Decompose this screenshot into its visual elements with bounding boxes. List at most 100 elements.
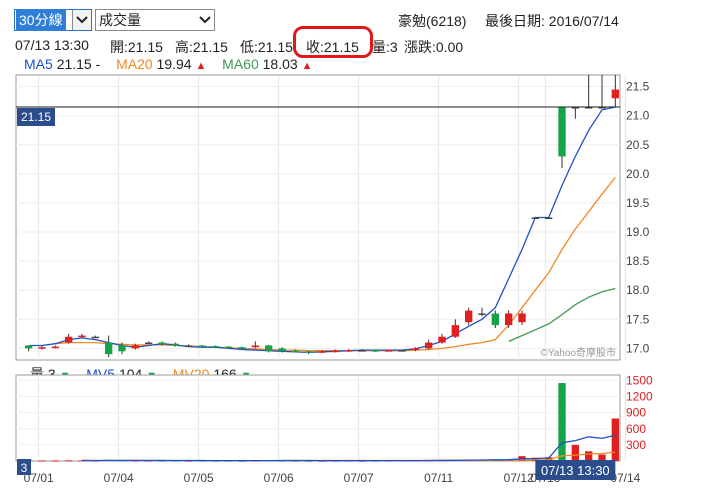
x-tick-label: 07/06	[264, 471, 294, 485]
volume-tick-label: 300	[626, 438, 646, 452]
quote-open: 開:21.15	[110, 39, 163, 55]
candle-body	[305, 351, 313, 353]
candle-body	[38, 347, 46, 349]
chevron-down-icon[interactable]	[196, 10, 214, 30]
volume-bar	[611, 418, 619, 461]
candle-body	[318, 351, 326, 353]
candle-body	[571, 106, 579, 109]
price-plot-frame	[15, 74, 621, 361]
volume-tick-label: 900	[626, 406, 646, 420]
x-tick-label: 07/14	[610, 471, 640, 485]
quote-time: 07/13 13:30	[15, 37, 89, 53]
candle-body	[411, 348, 419, 351]
candle-body	[371, 350, 379, 352]
candle-body	[291, 350, 299, 353]
mv5-line	[81, 434, 616, 462]
price-tick-label: 21.0	[626, 109, 650, 123]
price-tick-label: 21.5	[626, 80, 650, 94]
candle-body	[91, 336, 99, 339]
quote-volume: 量:3	[372, 39, 398, 55]
candle-body	[65, 336, 73, 343]
candle-body	[78, 335, 86, 338]
x-tick-label: 07/04	[104, 471, 134, 485]
volume-bar	[558, 383, 566, 461]
volume-bar	[598, 454, 606, 461]
volume-plot-frame	[15, 374, 621, 462]
x-tick-label: 07/11	[424, 471, 453, 485]
price-tick-label: 18.0	[626, 283, 650, 297]
ma60-line	[508, 287, 616, 342]
candle-body	[105, 342, 113, 355]
ma60-value: 18.03	[262, 56, 298, 72]
quote-low: 低:21.15	[240, 39, 293, 55]
candle-body	[451, 325, 459, 337]
x-tick-label: 07/12	[504, 471, 534, 485]
candle-body	[238, 347, 246, 349]
volume-bar	[158, 460, 166, 462]
volume-bar	[585, 451, 593, 461]
price-tick-label: 19.5	[626, 196, 650, 210]
candle-body	[145, 342, 153, 345]
candle-body	[118, 345, 126, 352]
volume-bar	[51, 460, 59, 462]
quote-change: 漲跌:0.00	[404, 39, 464, 55]
price-tick-label: 17.0	[626, 341, 650, 355]
x-tick-label: 07/05	[184, 471, 214, 485]
candle-body	[25, 345, 33, 349]
volume-bar	[291, 460, 299, 462]
volume-bar	[38, 460, 46, 462]
candle-body	[251, 345, 259, 348]
candle-body	[198, 345, 206, 347]
volume-tick-label: 1500	[626, 373, 653, 387]
candle-body	[491, 313, 499, 326]
candle-body	[278, 348, 286, 352]
candle-body	[598, 106, 606, 109]
volume-bar	[305, 460, 313, 462]
candle-body	[465, 310, 473, 323]
candle-body	[531, 217, 539, 219]
ma20-value: 19.94	[156, 56, 192, 72]
x-tick-label: 07/07	[344, 471, 374, 485]
candle-body	[518, 313, 526, 323]
candle-body	[158, 342, 166, 345]
ma5-mark: -	[95, 56, 101, 72]
volume-bar	[571, 444, 579, 461]
volume-tick-label: 600	[626, 422, 646, 436]
candle-body	[385, 350, 393, 352]
candle-body	[585, 106, 593, 109]
candle-body	[131, 345, 139, 349]
candle-body	[211, 346, 219, 348]
indicator-select[interactable]: 成交量	[95, 9, 215, 31]
ma5-value: 21.15	[56, 56, 92, 72]
candle-body	[545, 217, 553, 219]
price-tick-label: 17.5	[626, 312, 650, 326]
ma-legend: MA5 21.15 - MA20 19.94 ▲ MA60 18.03 ▲	[24, 56, 312, 72]
quote-close: 收:21.15	[306, 39, 359, 55]
candle-body	[358, 350, 366, 352]
price-tag-label: 21.15	[21, 110, 51, 124]
chevron-down-icon[interactable]	[72, 10, 91, 30]
close-highlight-box	[293, 26, 373, 58]
candle-body	[438, 336, 446, 343]
candle-body	[51, 346, 59, 349]
candle-body	[478, 313, 486, 315]
ma20-label: MA20	[116, 56, 153, 72]
price-tick-label: 18.5	[626, 254, 650, 268]
price-tick-label: 20.0	[626, 167, 650, 181]
up-triangle-icon: ▲	[195, 60, 207, 72]
last-date-label: 最後日期: 2016/07/14	[485, 13, 619, 29]
period-select-value: 30分線	[16, 9, 66, 31]
quote-high: 高:21.15	[175, 39, 228, 55]
up-triangle-icon: ▲	[301, 60, 313, 72]
volume-tick-label: 1200	[626, 390, 653, 404]
candle-body	[265, 345, 273, 352]
period-select[interactable]: 30分線	[14, 9, 92, 31]
price-tag-box	[17, 107, 55, 126]
x-tick-label: 07/01	[24, 471, 54, 485]
candle-body	[425, 342, 433, 349]
candle-body	[398, 350, 406, 352]
volume-tag-box	[17, 459, 31, 475]
candle-body	[345, 350, 353, 352]
candle-body	[505, 313, 513, 326]
